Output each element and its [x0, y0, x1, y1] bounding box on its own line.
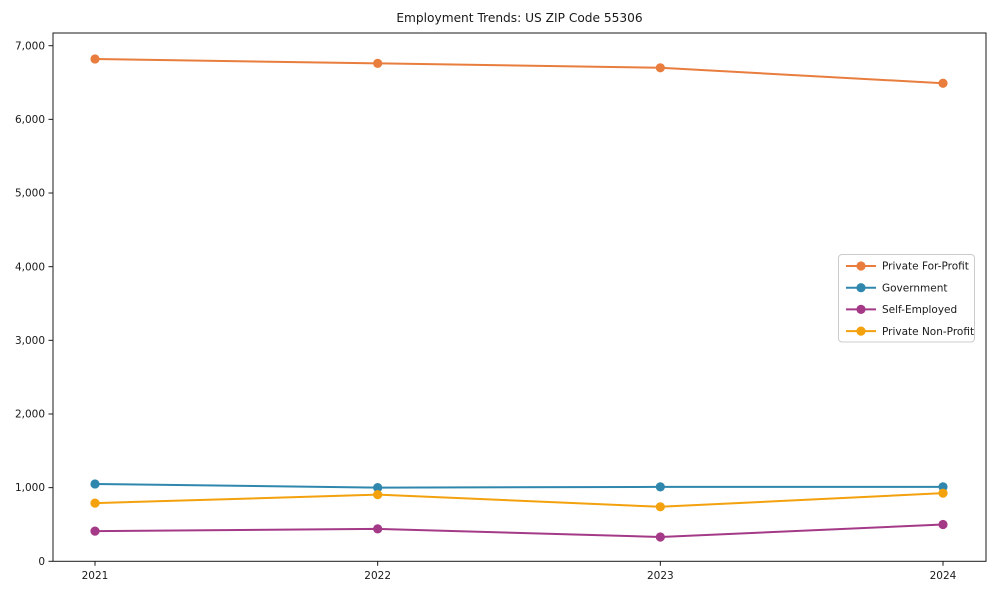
legend-label: Self-Employed — [882, 304, 957, 316]
series-lines — [90, 54, 948, 542]
legend: Private For-Profit Government Self-Employe… — [838, 254, 975, 343]
x-tick-label: 2023 — [647, 570, 674, 582]
series-line-private-non-profit — [94, 492, 944, 508]
y-tick-label: 2,000 — [15, 409, 45, 421]
data-point-self-employed-2023 — [655, 532, 665, 542]
legend-item-government: Government — [846, 282, 947, 294]
y-tick-label: 4,000 — [15, 261, 45, 273]
legend-label: Private Non-Profit — [882, 326, 974, 338]
data-point-private-non-profit-2024 — [938, 488, 948, 498]
data-point-private-for-profit-2024 — [938, 78, 948, 88]
x-tick-label: 2021 — [82, 570, 109, 582]
data-point-government-2021 — [90, 479, 100, 489]
data-point-self-employed-2024 — [938, 519, 948, 530]
series-line-self-employed — [94, 523, 944, 538]
y-tick-label: 7,000 — [15, 40, 45, 52]
series-line-government — [94, 482, 944, 489]
x-tick-label: 2024 — [930, 570, 957, 582]
x-tick-label: 2022 — [364, 570, 391, 582]
data-point-self-employed-2022 — [373, 524, 383, 534]
legend-label: Private For-Profit — [882, 261, 969, 273]
legend-marker-private-for-profit — [856, 261, 866, 271]
data-point-government-2023 — [655, 482, 665, 492]
data-point-private-for-profit-2021 — [90, 54, 100, 64]
data-point-self-employed-2021 — [90, 526, 100, 536]
data-point-government-2022 — [373, 483, 383, 493]
legend-marker-government — [856, 283, 866, 293]
y-tick-label: 1,000 — [15, 482, 45, 494]
legend-item-private-non-profit: Private Non-Profit — [846, 326, 974, 338]
y-tick-label: 5,000 — [15, 188, 45, 200]
legend-marker-self-employed — [856, 304, 866, 314]
series-line-private-for-profit — [94, 57, 944, 85]
y-tick-label: 3,000 — [15, 335, 45, 347]
data-point-private-non-profit-2023 — [655, 502, 665, 512]
axes: 0 1,000 2,000 3,000 4,000 5,000 6,000 7,000 2021… — [15, 32, 987, 582]
data-point-private-non-profit-2022 — [373, 490, 383, 500]
data-point-private-for-profit-2022 — [373, 58, 383, 68]
legend-item-private-for-profit: Private For-Profit — [846, 261, 969, 273]
y-tick-label: 0 — [38, 556, 45, 568]
legend-item-self-employed: Self-Employed — [846, 304, 957, 316]
legend-box — [838, 254, 975, 343]
y-tick-label: 6,000 — [15, 114, 45, 126]
plot-border — [52, 32, 987, 562]
chart-title: Employment Trends: US ZIP Code 55306 — [396, 11, 642, 25]
legend-label: Government — [882, 282, 947, 294]
data-point-private-for-profit-2023 — [655, 63, 665, 73]
data-point-private-non-profit-2021 — [90, 498, 100, 508]
legend-marker-private-non-profit — [856, 326, 866, 336]
